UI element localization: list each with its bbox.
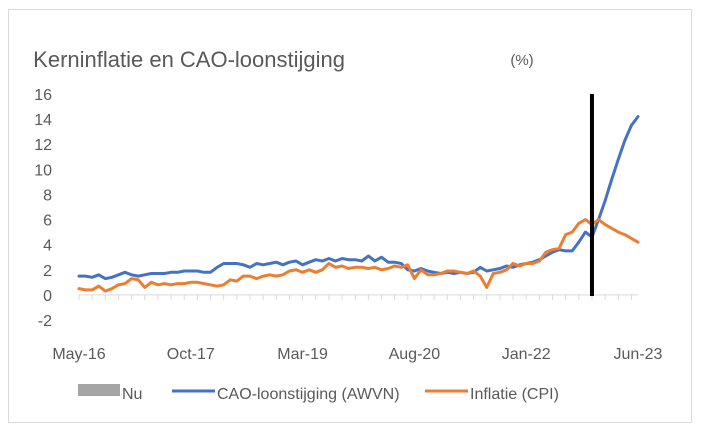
legend: Nu CAO-loonstijging (AWVN) Inflatie (CPI…	[78, 384, 559, 403]
y-tick-label: 6	[43, 213, 52, 230]
series-line-cao-loonstijging	[77, 115, 640, 281]
y-tick-label: -2	[38, 313, 52, 330]
y-tick-label: 2	[43, 263, 52, 280]
x-tick-label: Jun-23	[614, 346, 663, 363]
y-axis: -2 0 2 4 6 8 10 12 14 16	[34, 87, 52, 330]
legend-label-nu: Nu	[122, 386, 142, 403]
x-tick-label: May-16	[52, 346, 105, 363]
chart-frame	[8, 9, 692, 423]
x-tick-label: Aug-20	[389, 346, 441, 363]
nu-marker-layer	[589, 94, 594, 296]
x-tick-label: Jan-22	[502, 346, 551, 363]
y-tick-label: 12	[34, 137, 52, 154]
x-axis: May-16 Oct-17 Mar-19 Aug-20 Jan-22 Jun-23	[52, 294, 663, 363]
legend-label-cpi: Inflatie (CPI)	[470, 386, 559, 403]
chart-title: Kerninflatie en CAO-loonstijging	[33, 47, 345, 72]
y-tick-label: 16	[34, 87, 52, 104]
y-tick-label: 4	[43, 238, 52, 255]
y-tick-label: 14	[34, 112, 52, 129]
y-tick-label: 8	[43, 187, 52, 204]
chart-title-unit: (%)	[510, 52, 533, 69]
series-line-inflatie	[77, 218, 640, 293]
legend-label-cao: CAO-loonstijging (AWVN)	[217, 386, 400, 403]
legend-swatch-nu	[78, 384, 120, 396]
plot-area	[77, 115, 640, 293]
x-tick-label: Mar-19	[277, 346, 328, 363]
x-tick-label: Oct-17	[167, 346, 215, 363]
y-tick-label: 0	[43, 288, 52, 305]
y-tick-label: 10	[34, 162, 52, 179]
nu-marker-bar	[589, 94, 594, 296]
